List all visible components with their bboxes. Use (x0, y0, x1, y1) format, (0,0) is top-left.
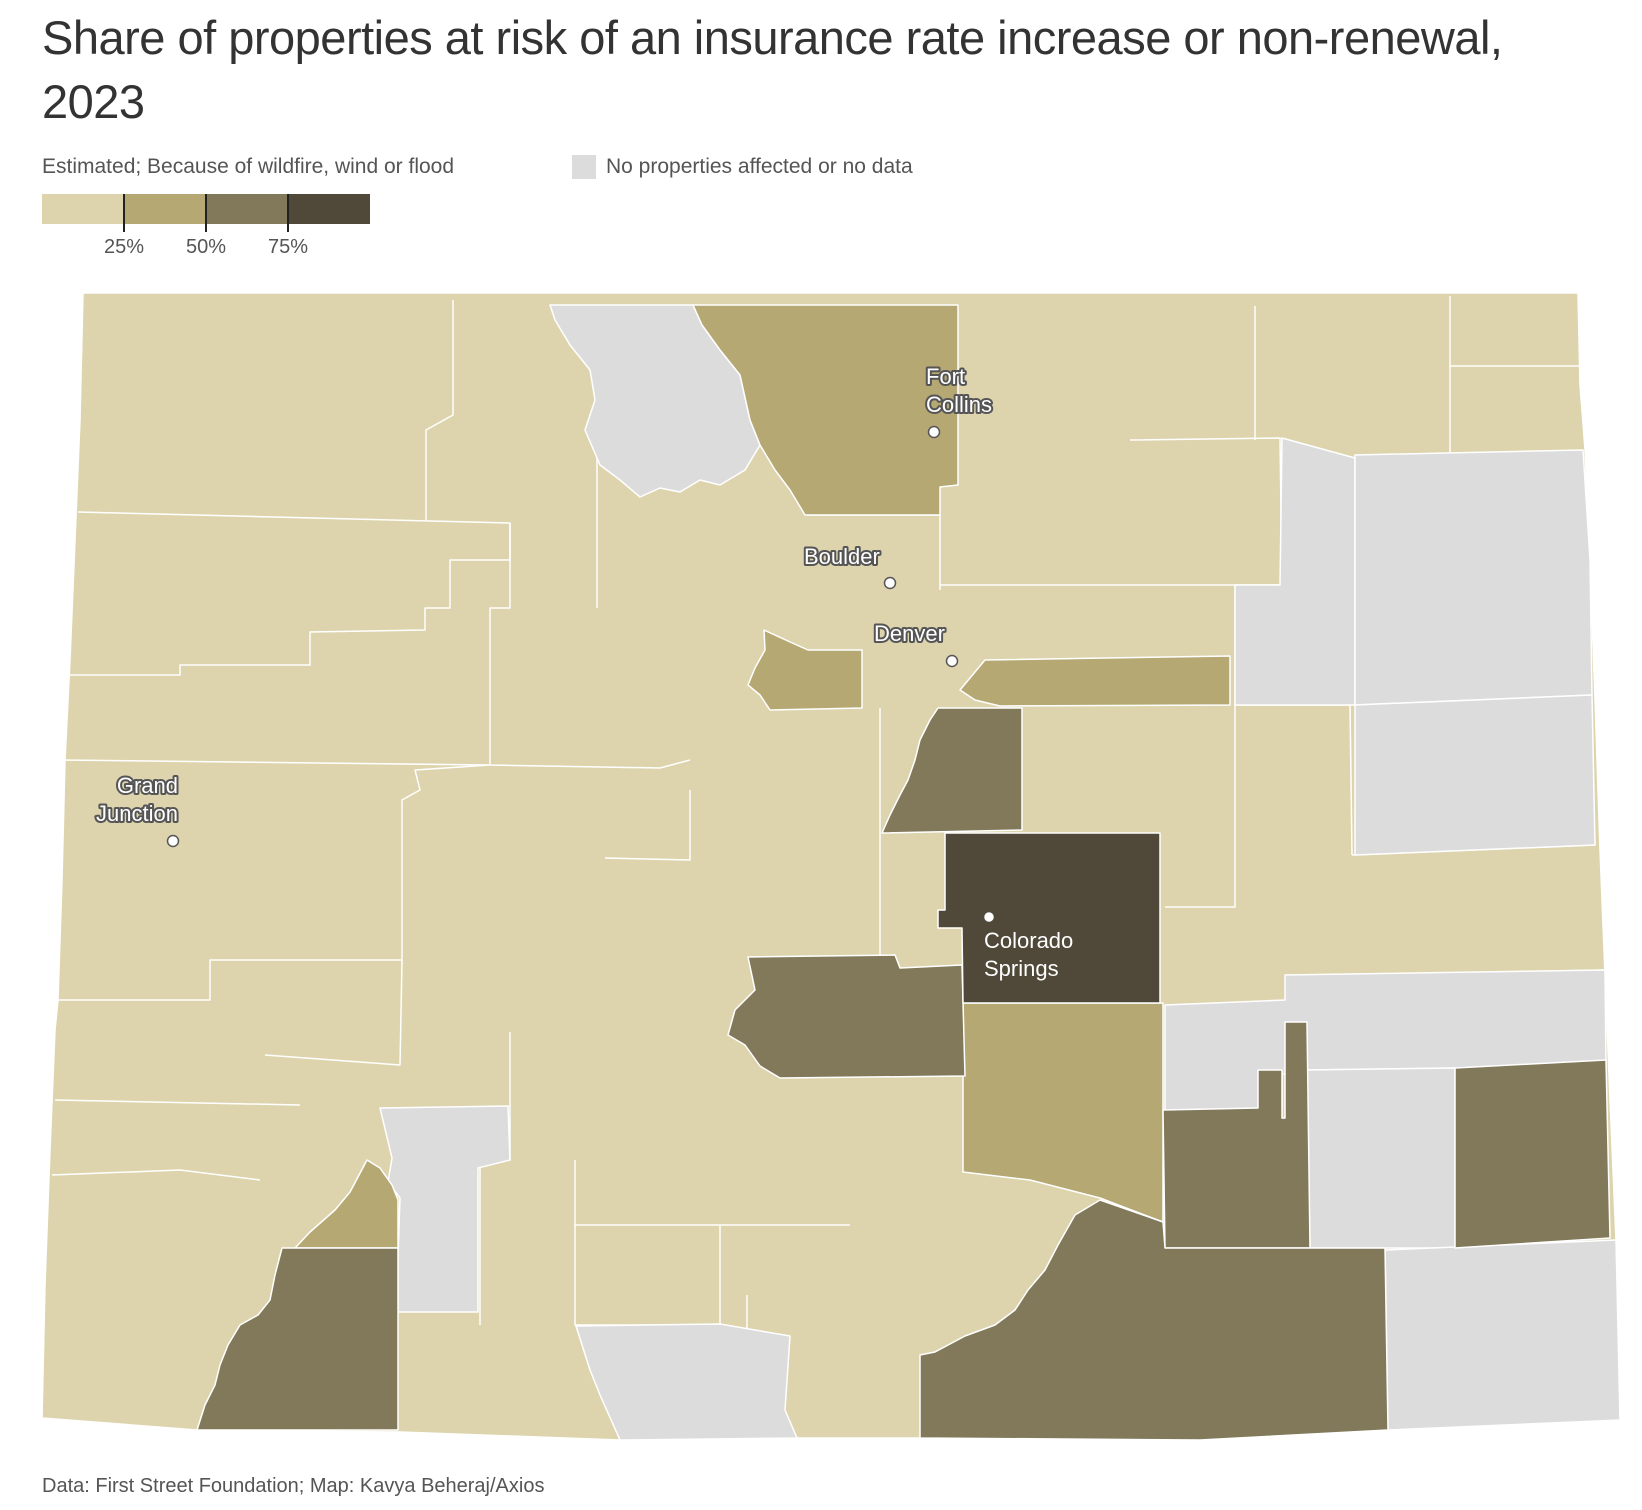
county-kit-carson (1354, 694, 1596, 856)
legend-bin-2 (124, 194, 206, 224)
denver-label: Denver (874, 621, 945, 646)
grand-junction-label-line1: Grand (117, 773, 178, 798)
county-arapahoe (959, 655, 1231, 707)
county-larimer (692, 304, 959, 516)
legend-bin-1 (42, 194, 124, 224)
fort-collins-marker (927, 425, 941, 439)
map-subtitle: Estimated; Because of wildfire, wind or … (42, 155, 455, 178)
city-markers (166, 425, 996, 924)
legend-tick-75 (287, 194, 289, 232)
denver-marker (945, 654, 959, 668)
colorado-springs-label-line1: Colorado (984, 928, 1073, 953)
colorado-county-map: Fort Collins Boulder Denver Grand Juncti… (41, 292, 1621, 1440)
grand-junction-marker (166, 834, 180, 848)
legend-label-25: 25% (103, 236, 145, 258)
county-pueblo (962, 1002, 1164, 1223)
legend-bin-3 (206, 194, 288, 224)
boulder-marker (883, 576, 897, 590)
county-costilla-area (575, 1323, 798, 1440)
legend-bin-4 (288, 194, 370, 224)
county-douglas (881, 707, 1023, 834)
page-title: Share of properties at risk of an insura… (42, 11, 1503, 128)
source-footer: Data: First Street Foundation; Map: Kavy… (42, 1475, 545, 1497)
no-data-label: No properties affected or no data (606, 155, 913, 178)
legend-tick-50 (205, 194, 207, 232)
county-bent (1306, 1067, 1456, 1249)
no-data-swatch (572, 155, 596, 179)
no-data-key: No properties affected or no data (572, 155, 913, 179)
county-clear-creek (747, 629, 863, 711)
county-la-plata (196, 1247, 399, 1431)
legend-tick-25 (123, 194, 125, 232)
county-baca (1384, 1239, 1621, 1431)
colorado-springs-label-line2: Springs (984, 956, 1059, 981)
legend-label-75: 75% (267, 236, 309, 258)
color-legend (42, 194, 370, 224)
colorado-springs-marker (982, 910, 996, 924)
fort-collins-label-line2: Collins (926, 392, 992, 417)
boulder-label: Boulder (804, 544, 880, 569)
grand-junction-label-line2: Junction (96, 801, 178, 826)
legend-label-50: 50% (185, 236, 227, 258)
county-prowers (1454, 1059, 1611, 1249)
county-fremont (727, 954, 966, 1079)
fort-collins-label-line1: Fort (926, 364, 965, 389)
county-las-animas (919, 1199, 1389, 1440)
city-labels: Fort Collins Boulder Denver Grand Juncti… (94, 362, 1075, 983)
county-yuma (1354, 449, 1593, 706)
county-el-paso (937, 832, 1161, 1004)
